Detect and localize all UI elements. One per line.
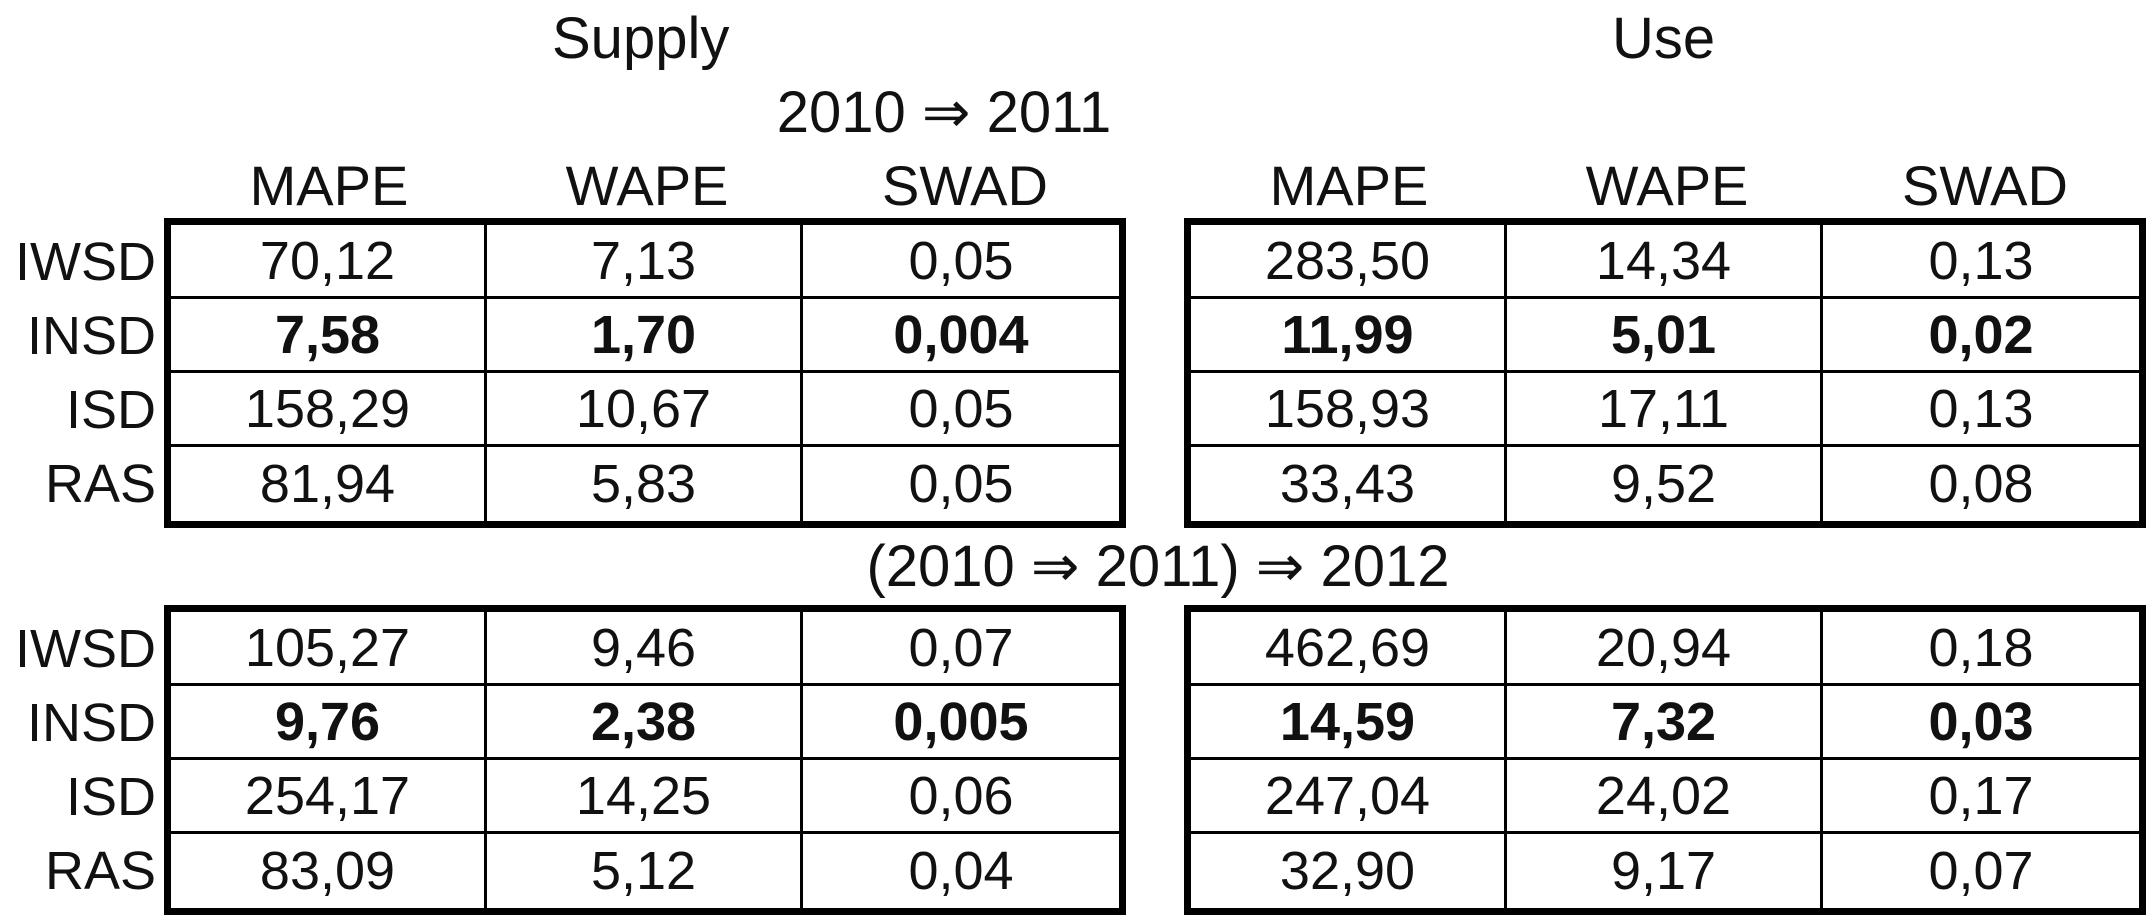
- table-cell: 0,13: [1823, 225, 2139, 299]
- row-label-insd: INSD: [26, 306, 156, 366]
- table-cell-best: 0,004: [803, 299, 1119, 373]
- table-cell: 283,50: [1191, 225, 1507, 299]
- table-cell-best: 0,03: [1823, 686, 2139, 760]
- table-cell: 83,09: [171, 834, 487, 908]
- table-cell: 7,13: [487, 225, 803, 299]
- table-cell: 0,07: [1928, 841, 2034, 901]
- table-cell: 5,83: [487, 447, 803, 521]
- table-cell: 462,69: [1191, 612, 1507, 686]
- table-cell: 105,27: [171, 612, 487, 686]
- table-cell: 17,11: [1507, 373, 1823, 447]
- table-cell: 33,43: [1191, 447, 1507, 521]
- row-label-isd: ISD: [65, 767, 156, 827]
- table-cell-best: 11,99: [1191, 299, 1507, 373]
- col-header-supply-wape: WAPE: [565, 154, 729, 217]
- table-cell: 0,17: [1823, 760, 2139, 834]
- row-label-ras: RAS: [44, 454, 156, 514]
- table-cell: 14,34: [1507, 225, 1823, 299]
- scenario-title-2: (2010 ⇒ 2011) ⇒ 2012: [866, 534, 1450, 599]
- table-cell-best: 5,01: [1507, 299, 1823, 373]
- table-cell: 20,94: [1507, 612, 1823, 686]
- table-cell: 9,46: [487, 612, 803, 686]
- table-cell-best: 0,005: [803, 686, 1119, 760]
- col-header-use-mape: MAPE: [1269, 154, 1429, 217]
- col-header-supply-swad: SWAD: [882, 154, 1048, 217]
- col-header-use-wape: WAPE: [1585, 154, 1749, 217]
- table-cell-best: 7,58: [171, 299, 487, 373]
- table-cell: 5,12: [487, 834, 803, 908]
- row-label-isd: ISD: [65, 380, 156, 440]
- table-cell-best: 0,02: [1823, 299, 2139, 373]
- use-table-2011: 283,50 14,34 0,13 11,99 5,01 0,02 158,93…: [1184, 218, 2146, 528]
- table-cell: 24,02: [1507, 760, 1823, 834]
- table-cell-best: 14,59: [1191, 686, 1507, 760]
- row-label-iwsd: IWSD: [15, 232, 156, 292]
- table-cell: 158,93: [1191, 373, 1507, 447]
- table-cell: 254,17: [171, 760, 487, 834]
- table-cell: 0,05: [803, 225, 1119, 299]
- table-cell: 9,52: [1507, 447, 1823, 521]
- table-cell-best: 1,70: [487, 299, 803, 373]
- scenario-title-1: 2010 ⇒ 2011: [776, 80, 1112, 145]
- table-cell: 0,04: [908, 841, 1014, 901]
- table-cell: 247,04: [1191, 760, 1507, 834]
- supply-table-2012: 105,27 9,46 0,07 9,76 2,38 0,005 254,17 …: [164, 605, 1126, 915]
- table-cell: 32,90: [1191, 834, 1507, 908]
- table-cell: 10,67: [487, 373, 803, 447]
- table-cell: 158,29: [171, 373, 487, 447]
- use-header: Use: [1612, 6, 1716, 71]
- table-cell: 0,18: [1823, 612, 2139, 686]
- table-cell: 14,25: [487, 760, 803, 834]
- col-header-supply-mape: MAPE: [249, 154, 409, 217]
- table-cell: 0,05: [908, 454, 1014, 514]
- row-label-insd: INSD: [26, 693, 156, 753]
- col-header-use-swad: SWAD: [1902, 154, 2068, 217]
- table-cell: 0,06: [803, 760, 1119, 834]
- use-table-2012: 462,69 20,94 0,18 14,59 7,32 0,03 247,04…: [1184, 605, 2146, 915]
- row-label-iwsd: IWSD: [15, 619, 156, 679]
- table-cell: 0,07: [803, 612, 1119, 686]
- row-label-ras: RAS: [44, 841, 156, 901]
- table-cell-best: 7,32: [1507, 686, 1823, 760]
- table-cell: 0,05: [803, 373, 1119, 447]
- supply-table-2011: 70,12 7,13 0,05 7,58 1,70 0,004 158,29 1…: [164, 218, 1126, 528]
- table-cell-best: 9,76: [171, 686, 487, 760]
- table-cell: 9,17: [1507, 834, 1823, 908]
- supply-header: Supply: [552, 6, 730, 71]
- table-cell: 70,12: [171, 225, 487, 299]
- table-cell-best: 2,38: [487, 686, 803, 760]
- table-cell: 0,13: [1823, 373, 2139, 447]
- table-cell: 0,08: [1928, 454, 2034, 514]
- table-cell: 81,94: [171, 447, 487, 521]
